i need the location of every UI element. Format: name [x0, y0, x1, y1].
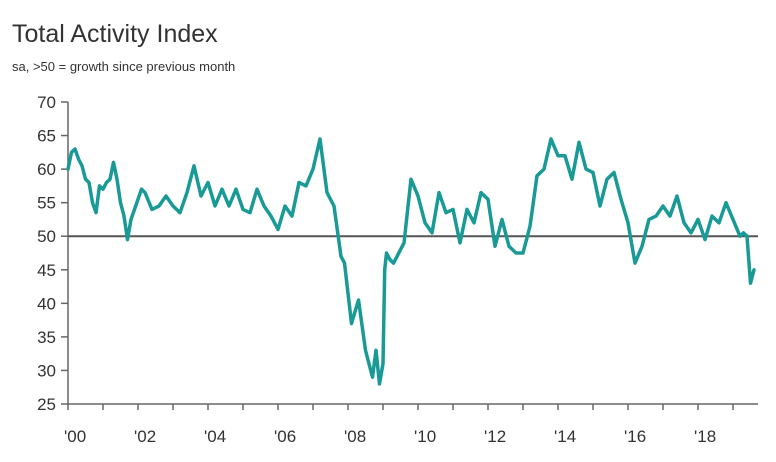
- x-tick-label: '04: [204, 427, 226, 446]
- series-group: [66, 137, 756, 386]
- x-tick-label: '00: [64, 427, 86, 446]
- y-tick-label: 50: [37, 227, 56, 246]
- chart-title: Total Activity Index: [12, 20, 218, 48]
- x-axis-ticks: '00 '02 '04 '06 '08 '10 '12 '14 '16 '18: [64, 404, 734, 446]
- chart-subtitle: sa, >50 = growth since previous month: [12, 59, 236, 74]
- y-tick-label: 30: [37, 361, 56, 380]
- x-tick-label: '08: [344, 427, 366, 446]
- x-tick-label: '14: [554, 427, 576, 446]
- y-tick-label: 45: [37, 261, 56, 280]
- y-tick-label: 40: [37, 294, 56, 313]
- y-tick-label: 60: [37, 160, 56, 179]
- y-tick-label: 65: [37, 127, 56, 146]
- y-tick-label: 55: [37, 194, 56, 213]
- y-tick-label: 35: [37, 328, 56, 347]
- y-tick-label: 25: [37, 395, 56, 414]
- series-line: [66, 137, 756, 386]
- y-tick-label: 70: [37, 93, 56, 112]
- x-tick-label: '10: [414, 427, 436, 446]
- x-tick-label: '16: [624, 427, 646, 446]
- x-tick-label: '18: [694, 427, 716, 446]
- y-axis-ticks: 70 65 60 55 50 45 40 35 30 25: [37, 93, 68, 414]
- x-tick-label: '12: [484, 427, 506, 446]
- x-tick-label: '06: [274, 427, 296, 446]
- x-tick-label: '02: [134, 427, 156, 446]
